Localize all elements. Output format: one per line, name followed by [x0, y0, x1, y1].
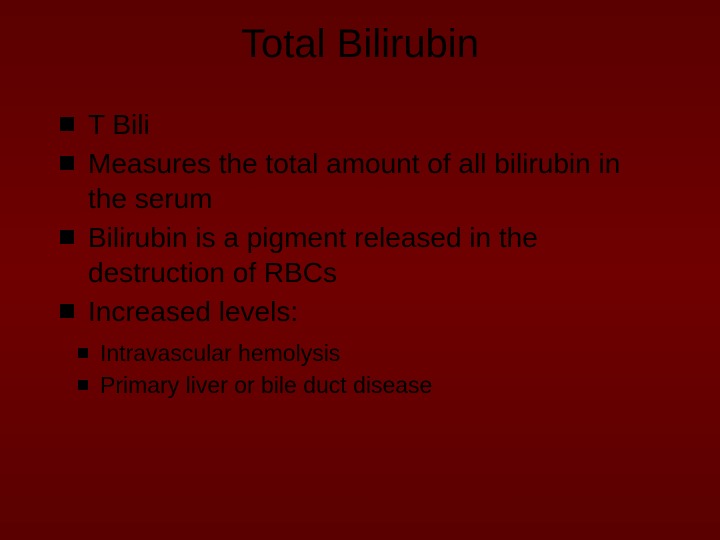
- sub-bullet-item: Intravascular hemolysis: [78, 339, 720, 369]
- bullet-item: T Bili: [60, 107, 660, 142]
- bullet-item: Bilirubin is a pigment released in the d…: [60, 220, 660, 290]
- bullet-list-level1: T Bili Measures the total amount of all …: [60, 107, 660, 329]
- slide: Total Bilirubin T Bili Measures the tota…: [0, 0, 720, 540]
- bullet-list-level2: Intravascular hemolysis Primary liver or…: [78, 339, 720, 401]
- sub-bullet-item: Primary liver or bile duct disease: [78, 371, 720, 401]
- bullet-item: Increased levels:: [60, 294, 660, 329]
- bullet-item: Measures the total amount of all bilirub…: [60, 146, 660, 216]
- slide-title: Total Bilirubin: [0, 0, 720, 67]
